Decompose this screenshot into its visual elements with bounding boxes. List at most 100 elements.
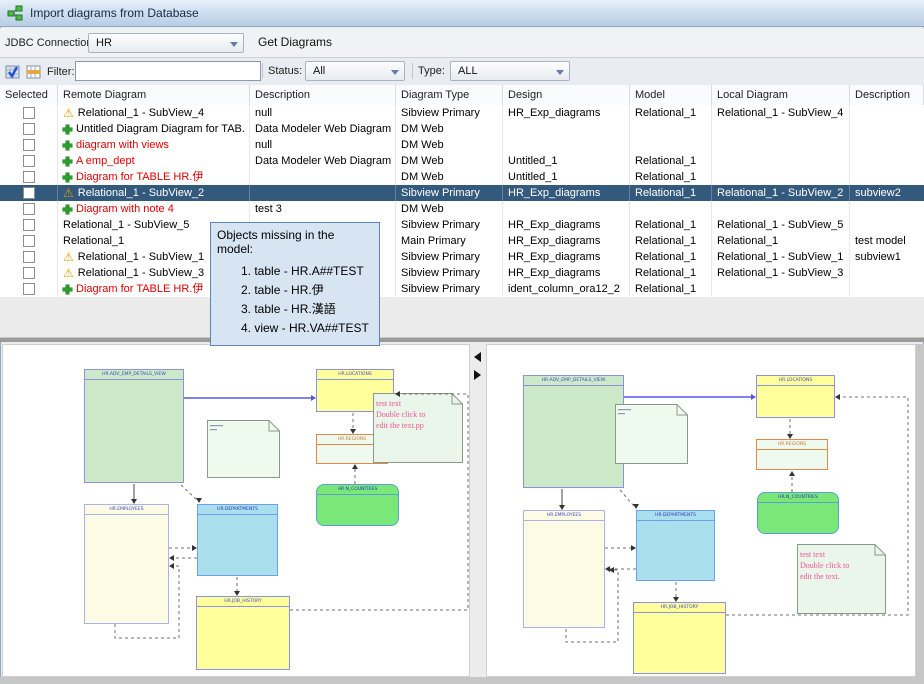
- row-checkbox[interactable]: [22, 251, 35, 263]
- table-cell: [850, 281, 924, 297]
- table-row[interactable]: Relational_1 - SubView_5 Sibview Primary H…: [0, 217, 924, 233]
- table-cell: Sibview Primary: [396, 217, 503, 233]
- entity-title: HR.ADV_EMP_DETAILS_VIEW: [85, 370, 183, 380]
- tooltip-title: Objects missing in the model:: [217, 228, 335, 256]
- remote-diagram-name: Relational_1 - SubView_1: [77, 251, 205, 263]
- table-row[interactable]: Untitled Diagram Diagram for TAB. Data Mo…: [0, 121, 924, 137]
- tooltip-list: 1. table - HR.A##TEST 2. table - HR.伊 3. t…: [217, 262, 373, 338]
- column-header[interactable]: Design: [503, 85, 630, 105]
- table-cell: HR_Exp_diagrams: [503, 233, 630, 249]
- connection-row: JDBC Connection: HR: [0, 28, 924, 57]
- table-cell: Relational_1: [712, 233, 850, 249]
- table-cell: Sibview Primary: [396, 281, 503, 297]
- table-row[interactable]: diagram with views null DM Web: [0, 137, 924, 153]
- table-cell: [712, 169, 850, 185]
- row-checkbox[interactable]: [22, 123, 35, 135]
- local-diagram-preview[interactable]: HR.ADV_EMP_DETAILS_VIEW HR.LOCATIONS HR.RE…: [486, 344, 916, 677]
- table-row[interactable]: ⚠ Relational_1 - SubView_4 null Sibview Pri…: [0, 105, 924, 121]
- row-checkbox[interactable]: [22, 171, 35, 183]
- horizontal-divider[interactable]: [0, 337, 924, 342]
- column-header[interactable]: Description: [850, 85, 924, 105]
- remote-diagram-name: Relational_1 - SubView_3: [77, 267, 205, 279]
- diagram-entity: HR.N_COUNTRIES: [316, 484, 399, 526]
- table-row[interactable]: Diagram for TABLE HR.伊 Sibview Primary ide…: [0, 281, 924, 297]
- plus-icon: [63, 204, 72, 214]
- table-cell: [850, 137, 924, 153]
- table-cell: [712, 121, 850, 137]
- window-border-right: [916, 344, 924, 684]
- column-header[interactable]: Model: [630, 85, 712, 105]
- table-cell: [850, 265, 924, 281]
- column-header[interactable]: Remote Diagram: [58, 85, 250, 105]
- type-select[interactable]: ALL: [450, 61, 570, 81]
- table-cell: Data Modeler Web Diagram: [250, 121, 396, 137]
- remote-diagram-name: Diagram for TABLE HR.伊: [76, 171, 204, 183]
- table-cell: DM Web: [396, 121, 503, 137]
- window-border-bottom: [0, 677, 924, 684]
- diagram-entity: HR.ADV_EMP_DETAILS_VIEW: [523, 375, 624, 488]
- row-checkbox[interactable]: [22, 155, 35, 167]
- collapse-right-icon[interactable]: [474, 370, 481, 380]
- table-row[interactable]: ⚠ Relational_1 - SubView_3 Sibview Primary…: [0, 265, 924, 281]
- svg-text:Double click to: Double click to: [376, 410, 425, 419]
- row-checkbox[interactable]: [22, 203, 35, 215]
- jdbc-connection-select[interactable]: HR: [88, 33, 244, 53]
- plus-icon: [63, 284, 72, 294]
- table-row[interactable]: Relational_1 Main Primary HR_Exp_diagrams R…: [0, 233, 924, 249]
- table-cell: Data Modeler Web Diagram: [250, 153, 396, 169]
- column-header[interactable]: Selected: [0, 85, 58, 105]
- table-cell: DM Web: [396, 169, 503, 185]
- table-columns-icon: [26, 65, 41, 79]
- table-row[interactable]: ⚠ Relational_1 - SubView_1 Sibview Primary…: [0, 249, 924, 265]
- collapse-left-icon[interactable]: [474, 352, 481, 362]
- columns-button[interactable]: [25, 63, 43, 81]
- table-cell: Sibview Primary: [396, 105, 503, 121]
- remote-diagram-name: diagram with views: [76, 139, 169, 151]
- svg-text:edit the text.: edit the text.: [800, 572, 840, 581]
- row-checkbox[interactable]: [22, 139, 35, 151]
- table-cell: Relational_1: [630, 169, 712, 185]
- table-cell: Relational_1: [630, 233, 712, 249]
- table-cell: HR_Exp_diagrams: [503, 217, 630, 233]
- status-label: Status:: [268, 65, 303, 77]
- table-cell: HR_Exp_diagrams: [503, 265, 630, 281]
- table-cell: [503, 137, 630, 153]
- diagram-entity: HR.DEPARTMENTS: [197, 504, 278, 576]
- table-row[interactable]: Diagram with note 4 test 3 DM Web: [0, 201, 924, 217]
- table-cell: [712, 153, 850, 169]
- column-header[interactable]: Description: [250, 85, 396, 105]
- table-row[interactable]: Diagram for TABLE HR.伊 DM Web Untitled_1 Re…: [0, 169, 924, 185]
- table-row[interactable]: ⚠ Relational_1 - SubView_2 Sibview Primary…: [0, 185, 924, 201]
- row-checkbox[interactable]: [22, 219, 35, 231]
- diagram-entity: HR.JOB_HISTORY: [633, 602, 726, 674]
- status-select[interactable]: All: [305, 61, 405, 81]
- row-checkbox[interactable]: [22, 267, 35, 279]
- row-checkbox[interactable]: [22, 283, 35, 295]
- column-header[interactable]: Diagram Type: [396, 85, 503, 105]
- table-header[interactable]: Selected Remote Diagram Description Diagram…: [0, 85, 924, 106]
- row-checkbox[interactable]: [22, 107, 35, 119]
- table-row[interactable]: A emp_dept Data Modeler Web Diagram DM Web…: [0, 153, 924, 169]
- title-bar[interactable]: Import diagrams from Database: [0, 0, 924, 27]
- diagram-entity: HR.EMPLOYEES: [84, 504, 169, 624]
- remote-diagram-name: Diagram with note 4: [76, 203, 174, 215]
- remote-diagram-preview[interactable]: HR.ADV_EMP_DETAILS_VIEW HR.LOCATIONS HR.RE…: [2, 344, 470, 677]
- table-cell: Main Primary: [396, 233, 503, 249]
- get-diagrams-button[interactable]: Get Diagrams: [258, 35, 333, 49]
- vertical-splitter[interactable]: [470, 344, 486, 677]
- entity-title: HR.DEPARTMENTS: [198, 505, 277, 515]
- row-checkbox[interactable]: [22, 187, 35, 199]
- entity-title: HR.REGIONS: [757, 440, 827, 450]
- warning-icon: ⚠: [63, 186, 74, 200]
- column-header[interactable]: Local Diagram: [712, 85, 850, 105]
- filter-input[interactable]: [75, 61, 261, 81]
- entity-title: HR.JOB_HISTORY: [634, 603, 725, 613]
- diagram-entity: HR.N_COUNTRIES: [757, 492, 839, 534]
- table-cell: [250, 233, 396, 249]
- table-cell: [503, 201, 630, 217]
- table-cell: test model: [855, 235, 906, 247]
- diagram-app-icon: [7, 5, 23, 21]
- table-cell: [250, 185, 396, 201]
- row-checkbox[interactable]: [22, 235, 35, 247]
- select-all-button[interactable]: [4, 63, 22, 81]
